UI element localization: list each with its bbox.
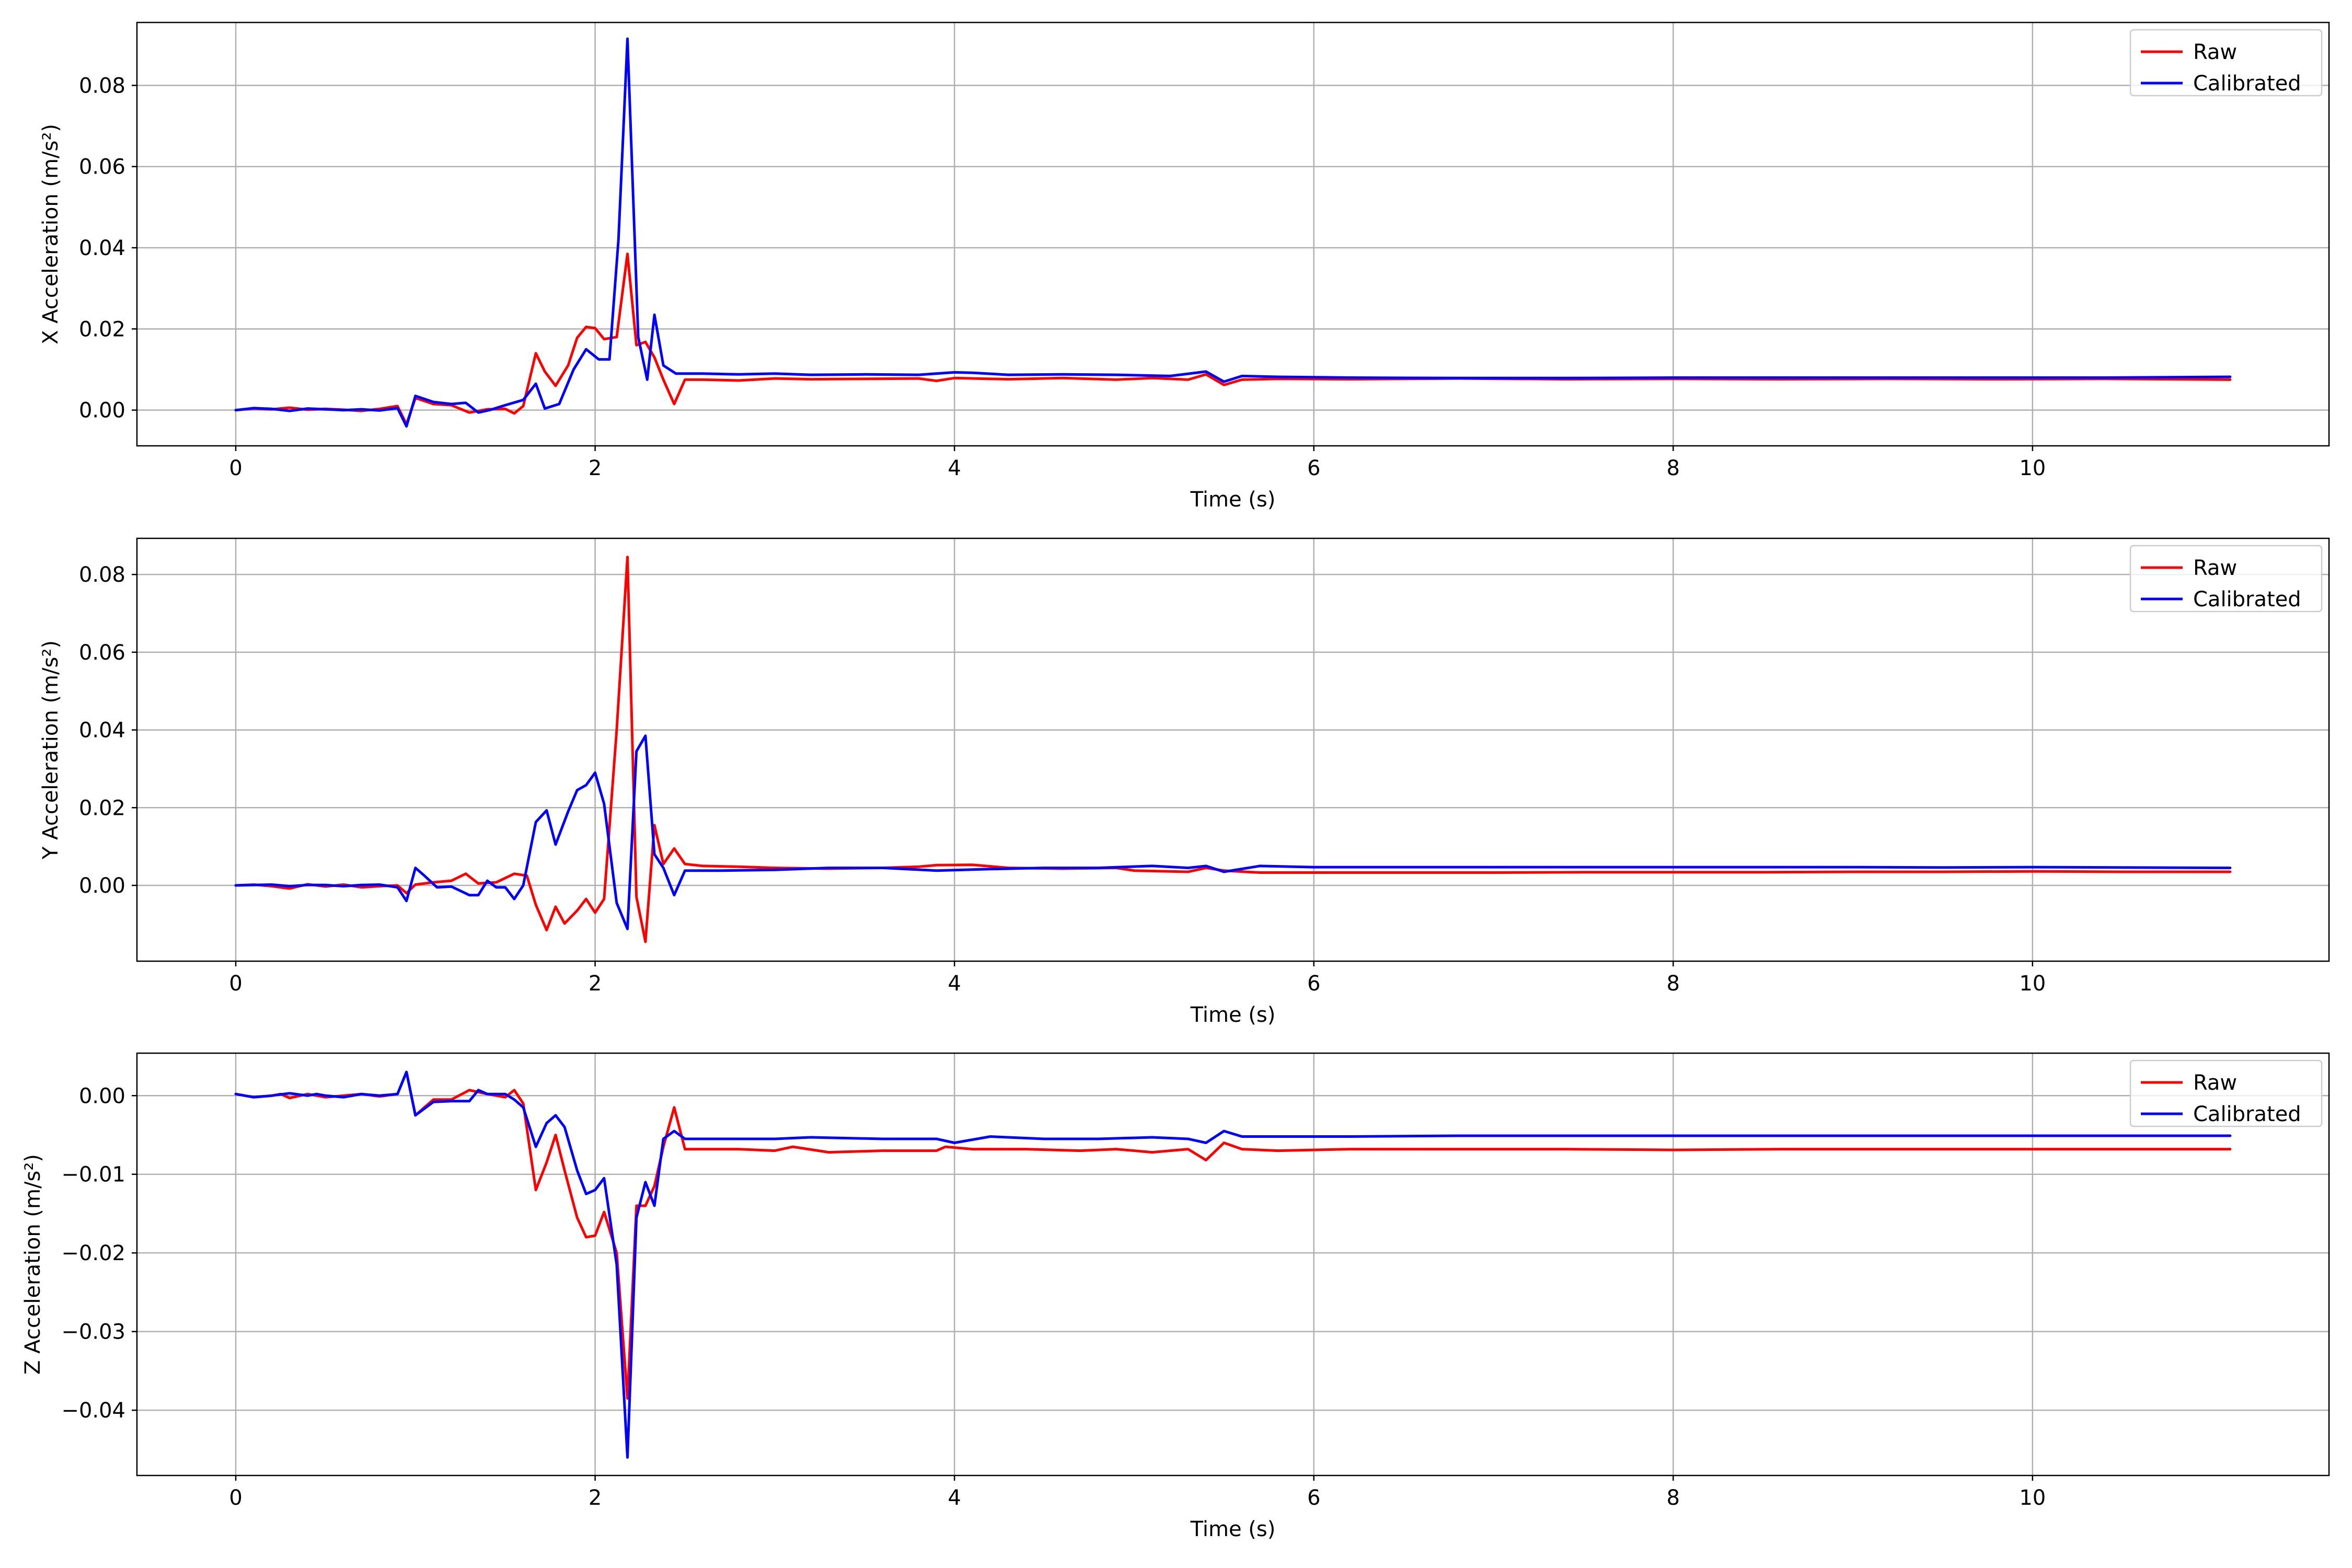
x-tick-label: 0 <box>229 972 242 996</box>
x-tick-label: 8 <box>1667 456 1680 480</box>
y-tick-label: 0.00 <box>79 1084 125 1108</box>
y-tick-label: 0.04 <box>79 236 125 260</box>
y-tick-label: 0.00 <box>79 399 125 423</box>
y-tick-label: 0.00 <box>79 874 125 898</box>
x-tick-label: 4 <box>948 972 961 996</box>
x-tick-label: 4 <box>948 456 961 480</box>
y-tick-label: −0.04 <box>61 1399 125 1423</box>
legend-label: Raw <box>2193 556 2237 580</box>
x-tick-label: 10 <box>2019 1486 2046 1510</box>
series-line-calibrated <box>234 734 2232 930</box>
y-tick-label: 0.02 <box>79 796 125 820</box>
legend-label: Raw <box>2193 1071 2237 1095</box>
y-axis-label: X Acceleration (m/s²) <box>39 124 63 344</box>
x-tick-label: 8 <box>1667 972 1680 996</box>
y-tick-label: 0.06 <box>79 641 125 665</box>
grid <box>137 1053 2329 1475</box>
grid <box>137 538 2329 961</box>
legend: Raw Calibrated <box>2129 545 2323 613</box>
legend-label: Calibrated <box>2193 72 2301 96</box>
x-tick-label: 10 <box>2019 972 2046 996</box>
legend-label: Calibrated <box>2193 587 2301 612</box>
y-tick-label: 0.08 <box>79 563 125 587</box>
x-tick-label: 6 <box>1307 1486 1320 1510</box>
x-tick-label: 4 <box>948 1486 961 1510</box>
subplot-3: 0 2 4 6 8 10 0.00 −0.01 −0.02 −0.03 −0.04 Time (s) Z… <box>21 1052 2330 1541</box>
legend-box <box>2129 1059 2323 1127</box>
x-tick-label: 0 <box>229 1486 242 1510</box>
x-axis-label: Time (s) <box>1190 488 1276 512</box>
x-tick-label: 10 <box>2019 456 2046 480</box>
x-axis-label: Time (s) <box>1190 1003 1276 1027</box>
y-tick-label: −0.01 <box>61 1163 125 1187</box>
x-tick-label: 6 <box>1307 456 1320 480</box>
x-tick-label: 2 <box>589 456 602 480</box>
series-line-calibrated <box>234 37 2232 428</box>
y-tick-label: 0.04 <box>79 719 125 743</box>
x-tick-label: 2 <box>589 972 602 996</box>
legend-box <box>2129 545 2323 613</box>
legend-box <box>2129 29 2323 97</box>
series-group <box>234 556 2232 943</box>
subplot-2: 0 2 4 6 8 10 0.00 0.02 0.04 0.06 0.08 Time (s) Y Acc… <box>39 537 2330 1027</box>
y-tick-label: 0.06 <box>79 155 125 179</box>
y-tick-label: 0.02 <box>79 317 125 341</box>
legend: Raw Calibrated <box>2129 29 2323 97</box>
y-tick-label: 0.08 <box>79 74 125 98</box>
axes-frame <box>136 1052 2330 1477</box>
series-line-calibrated <box>234 1070 2232 1459</box>
x-tick-label: 2 <box>589 1486 602 1510</box>
y-tick-label: −0.03 <box>61 1320 125 1344</box>
subplot-1: 0 2 4 6 8 10 0.00 0.02 0.04 0.06 0.08 Time (s) X Acc… <box>39 21 2330 512</box>
legend-label: Raw <box>2193 40 2237 64</box>
axes-frame <box>136 21 2330 447</box>
y-axis-label: Z Acceleration (m/s²) <box>21 1154 45 1375</box>
axes-frame <box>136 537 2330 962</box>
series-group <box>234 1070 2232 1459</box>
x-axis-label: Time (s) <box>1190 1517 1276 1541</box>
x-tick-label: 6 <box>1307 972 1320 996</box>
x-tick-label: 0 <box>229 456 242 480</box>
x-tick-label: 8 <box>1667 1486 1680 1510</box>
legend: Raw Calibrated <box>2129 1059 2323 1127</box>
series-group <box>234 37 2232 428</box>
y-axis-label: Y Acceleration (m/s²) <box>39 640 63 860</box>
y-tick-label: −0.02 <box>61 1241 125 1265</box>
legend-label: Calibrated <box>2193 1102 2301 1126</box>
